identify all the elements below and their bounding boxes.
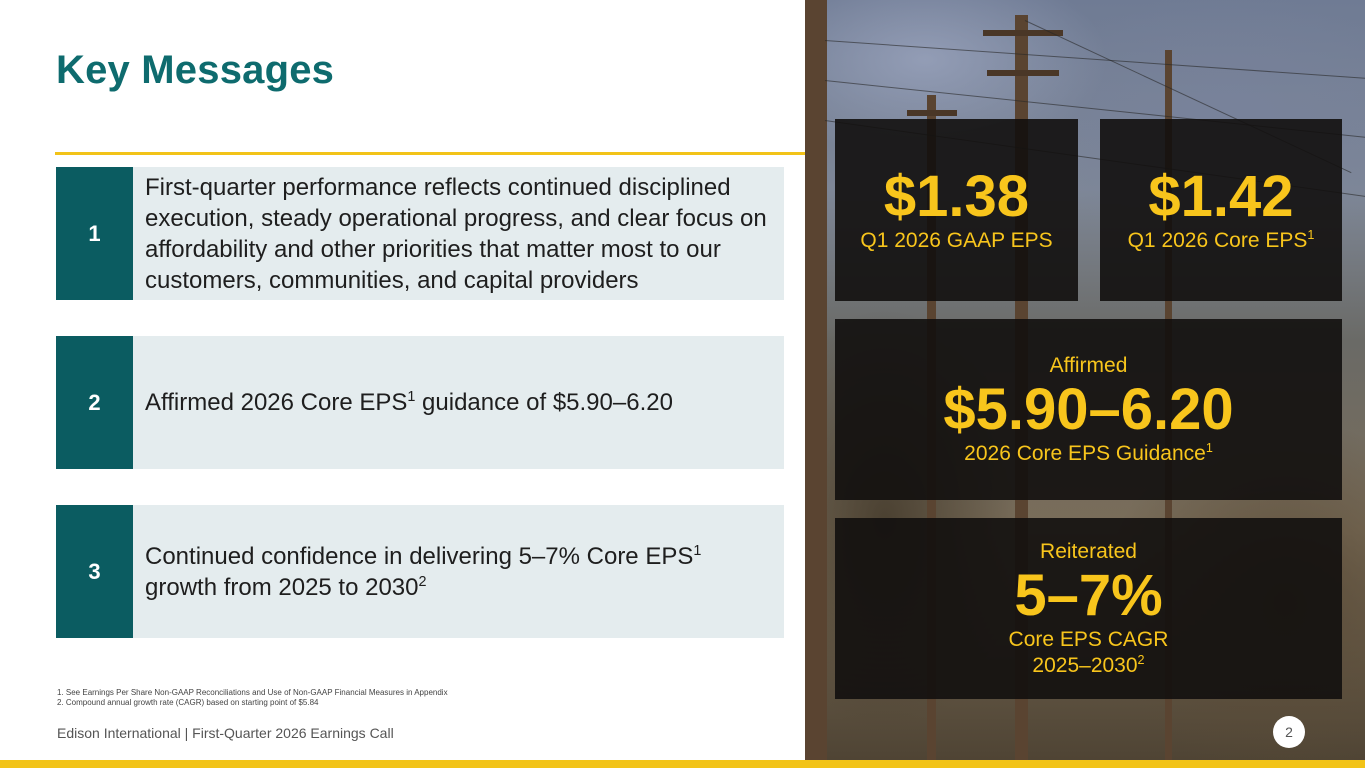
guidance-status: Affirmed	[1049, 353, 1128, 377]
cagr-value: 5–7%	[1014, 562, 1163, 628]
footnote-2: 2. Compound annual growth rate (CAGR) ba…	[57, 698, 319, 707]
title-divider	[55, 152, 805, 155]
bottom-accent-bar	[0, 760, 1365, 768]
message-number: 1	[56, 167, 133, 300]
gaap-eps-label: Q1 2026 GAAP EPS	[860, 229, 1053, 252]
message-text: Continued confidence in delivering 5–7% …	[145, 542, 702, 601]
guidance-label: 2026 Core EPS Guidance1	[964, 440, 1213, 465]
message-2: 2 Affirmed 2026 Core EPS1 guidance of $5…	[56, 336, 784, 469]
guidance-card: Affirmed $5.90–6.20 2026 Core EPS Guidan…	[835, 319, 1342, 500]
footnotes: 1. See Earnings Per Share Non-GAAP Recon…	[57, 688, 448, 708]
message-text: First-quarter performance reflects conti…	[145, 173, 767, 294]
cagr-card: Reiterated 5–7% Core EPS CAGR 2025–20302	[835, 518, 1342, 699]
message-3: 3 Continued confidence in delivering 5–7…	[56, 505, 784, 638]
message-number: 3	[56, 505, 133, 638]
gaap-eps-value: $1.38	[883, 164, 1030, 229]
core-eps-value: $1.42	[1148, 164, 1294, 229]
page-number: 2	[1273, 716, 1305, 748]
message-1: 1 First-quarter performance reflects con…	[56, 167, 784, 300]
message-text: Affirmed 2026 Core EPS1 guidance of $5.9…	[145, 389, 673, 416]
guidance-value: $5.90–6.20	[943, 376, 1234, 442]
gaap-eps-card: $1.38 Q1 2026 GAAP EPS	[835, 119, 1078, 301]
cagr-label: Core EPS CAGR	[1008, 627, 1169, 651]
footnote-1: 1. See Earnings Per Share Non-GAAP Recon…	[57, 688, 448, 697]
page-title: Key Messages	[56, 48, 335, 92]
core-eps-label: Q1 2026 Core EPS1	[1127, 228, 1315, 252]
core-eps-card: $1.42 Q1 2026 Core EPS1	[1100, 119, 1342, 301]
cagr-status: Reiterated	[1040, 539, 1137, 563]
message-number: 2	[56, 336, 133, 469]
cagr-period: 2025–20302	[1032, 652, 1145, 677]
footer-text: Edison International | First-Quarter 202…	[57, 725, 394, 741]
